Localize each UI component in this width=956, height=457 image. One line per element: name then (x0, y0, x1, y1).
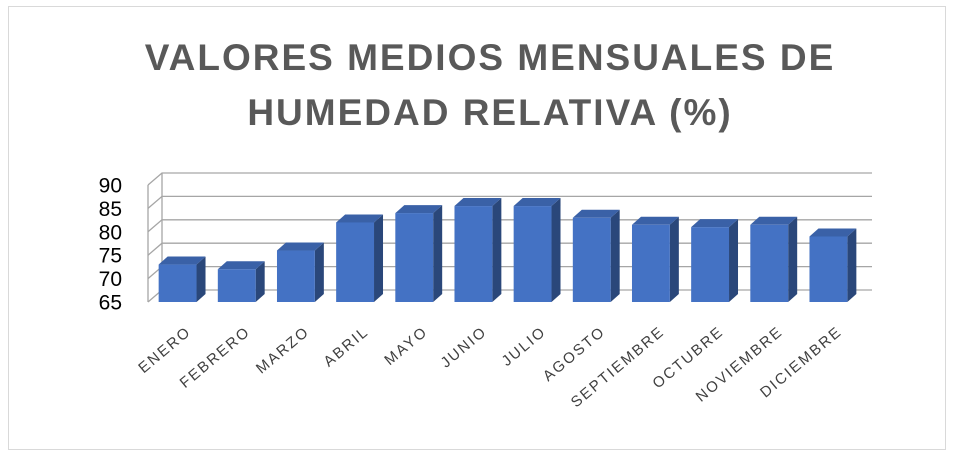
bar-side (196, 256, 206, 302)
bar (158, 256, 206, 302)
bar (217, 261, 265, 302)
bar-side (847, 228, 857, 302)
bar (750, 216, 798, 302)
bar-side (255, 261, 265, 302)
x-tick-label: MAYO (381, 323, 431, 369)
x-tick-label: ENERO (135, 323, 194, 377)
bar-top (691, 219, 739, 228)
bar (336, 214, 384, 302)
bar (809, 228, 857, 302)
bar-front (750, 224, 789, 302)
bar-front (513, 206, 552, 302)
bar (513, 198, 561, 302)
bar (395, 205, 443, 302)
bar-top (809, 228, 857, 237)
bar-side (314, 242, 324, 302)
bar-side (492, 198, 502, 302)
bar-side (374, 214, 384, 302)
chart-title: VALORES MEDIOS MENSUALES DE HUMEDAD RELA… (144, 37, 836, 133)
bar-side (729, 219, 739, 302)
x-tick-label: ABRIL (320, 323, 372, 370)
bar-side (551, 198, 561, 302)
bar-front (572, 217, 611, 302)
y-tick-label: 70 (99, 268, 122, 291)
bar-top (631, 216, 679, 225)
bar-top (276, 242, 324, 251)
bar-front (158, 264, 197, 302)
bar (691, 219, 739, 302)
bar-side (610, 209, 620, 302)
bar-top (217, 261, 265, 270)
chart-frame (8, 6, 946, 450)
bar-side (669, 216, 679, 302)
bar-top (336, 214, 384, 223)
bar-side (433, 205, 443, 302)
grid-segment (147, 172, 872, 186)
bar-top (513, 198, 561, 207)
bar-front (631, 224, 670, 302)
x-tick-label: JUNIO (437, 323, 490, 371)
x-tick-label: JULIO (499, 323, 550, 370)
grid-segment (147, 195, 872, 209)
bar-front (809, 236, 848, 302)
bar-front (454, 206, 493, 302)
y-tick-label: 75 (99, 245, 122, 268)
bar (572, 209, 620, 302)
x-tick-label: MARZO (253, 323, 313, 377)
bar-front (336, 222, 375, 302)
bar-top (750, 216, 798, 225)
bar-top (395, 205, 443, 214)
grid-line (147, 195, 872, 209)
bar-top (454, 198, 502, 207)
grid-line (147, 172, 872, 186)
bar-front (691, 227, 730, 302)
bar-front (395, 213, 434, 302)
bar (276, 242, 324, 302)
bar (454, 198, 502, 302)
bar-side (788, 216, 798, 302)
bar (631, 216, 679, 302)
bar-top (572, 209, 620, 218)
y-tick-label: 80 (99, 221, 122, 244)
bar-top (158, 256, 206, 265)
y-tick-label: 85 (99, 198, 122, 221)
y-tick-label: 65 (99, 292, 122, 315)
y-tick-label: 90 (99, 175, 122, 198)
bar-front (217, 269, 256, 302)
bar-front (276, 250, 315, 302)
